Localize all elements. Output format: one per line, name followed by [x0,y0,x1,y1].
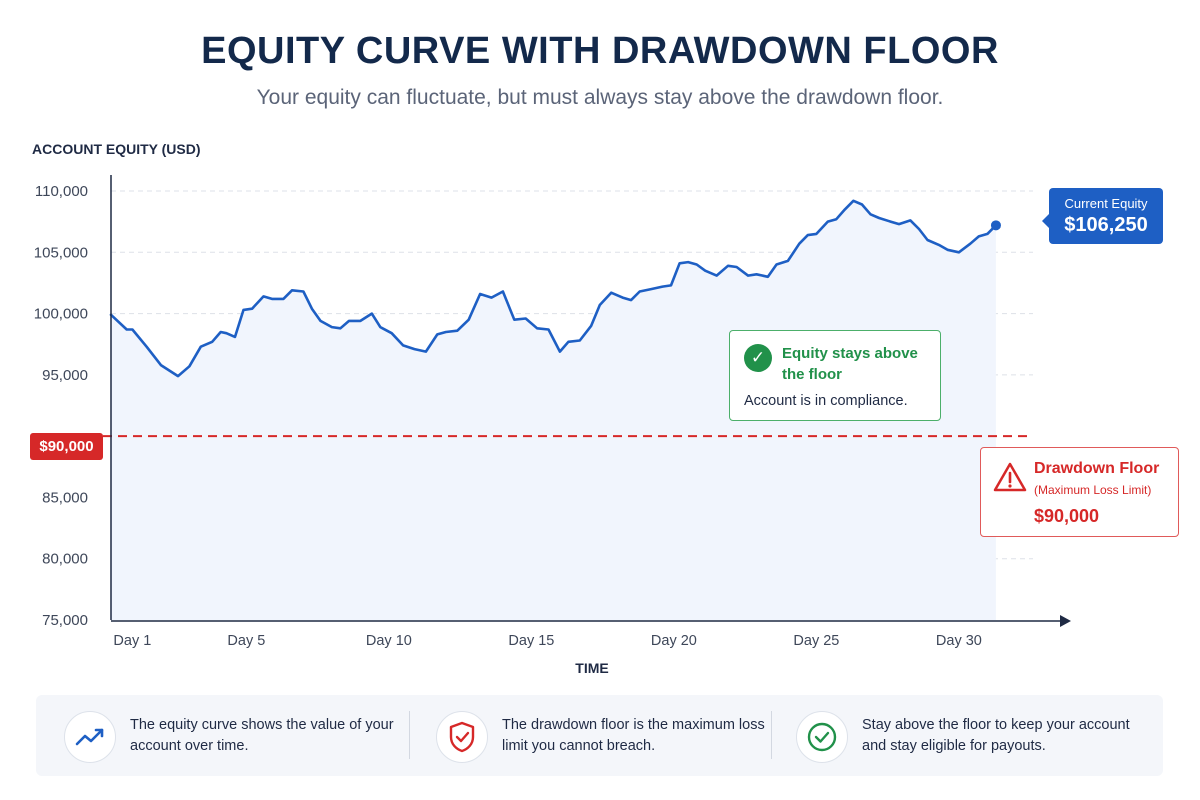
x-tick-label: Day 20 [651,633,697,649]
drawdown-floor-callout: Drawdown Floor (Maximum Loss Limit) $90,… [980,447,1179,537]
x-tick-label: Day 5 [227,633,265,649]
y-tick-label: 110,000 [35,183,88,200]
info-text: The equity curve shows the value of your… [130,717,394,754]
trending-up-icon [64,711,116,763]
y-tick-label: 85,000 [42,489,88,506]
divider [409,711,410,759]
x-tick-label: Day 1 [113,633,151,649]
floor-title: Drawdown Floor [1034,460,1160,477]
x-tick-label: Day 30 [936,633,982,649]
y-tick-label: 80,000 [42,551,88,568]
info-bar: The equity curve shows the value of your… [36,695,1163,776]
equity-area [111,200,996,621]
compliance-text: Account is in compliance. [744,393,908,409]
check-icon: ✓ [744,344,772,372]
current-equity-point [990,220,1001,231]
x-axis-title: TIME [575,660,609,676]
chart-title: EQUITY CURVE WITH DRAWDOWN FLOOR [201,30,999,72]
info-text: The drawdown floor is the maximum loss l… [502,717,765,754]
y-tick-labels: 75,000 80,000 85,000 95,000 100,000 105,000 11… [34,183,88,629]
info-text: Stay above the floor to keep your accoun… [862,717,1130,754]
y-tick-label: 95,000 [42,367,88,384]
floor-value-tag: $90,000 [30,433,103,460]
warning-icon [993,462,1027,492]
y-tick-label: 75,000 [42,612,88,629]
compliance-title: Equity stays above the floor [782,345,918,383]
x-tick-label: Day 25 [793,633,839,649]
divider [771,711,772,759]
x-tick-labels: Day 1 Day 5 Day 10 Day 15 Day 20 Day 25 Day 30 [113,633,981,649]
equity-line [109,199,998,378]
y-axis-title: ACCOUNT EQUITY (USD) [32,141,201,157]
chart-subtitle: Your equity can fluctuate, but must alwa… [256,86,944,109]
floor-subtitle: (Maximum Loss Limit) [1034,483,1152,497]
x-tick-label: Day 15 [508,633,554,649]
y-tick-label: 100,000 [34,306,88,323]
check-circle-icon [796,711,848,763]
current-equity-label: Current Equity [1064,196,1148,211]
compliance-callout: ✓ Equity stays above the floor Account i… [729,330,941,421]
current-equity-callout: Current Equity $106,250 [1042,188,1163,244]
current-equity-value: $106,250 [1064,214,1148,236]
floor-amount: $90,000 [1034,506,1100,526]
shield-check-icon [436,711,488,763]
y-tick-label: 105,000 [34,244,88,261]
x-tick-label: Day 10 [366,633,412,649]
x-axis-arrow-icon [1060,615,1071,627]
